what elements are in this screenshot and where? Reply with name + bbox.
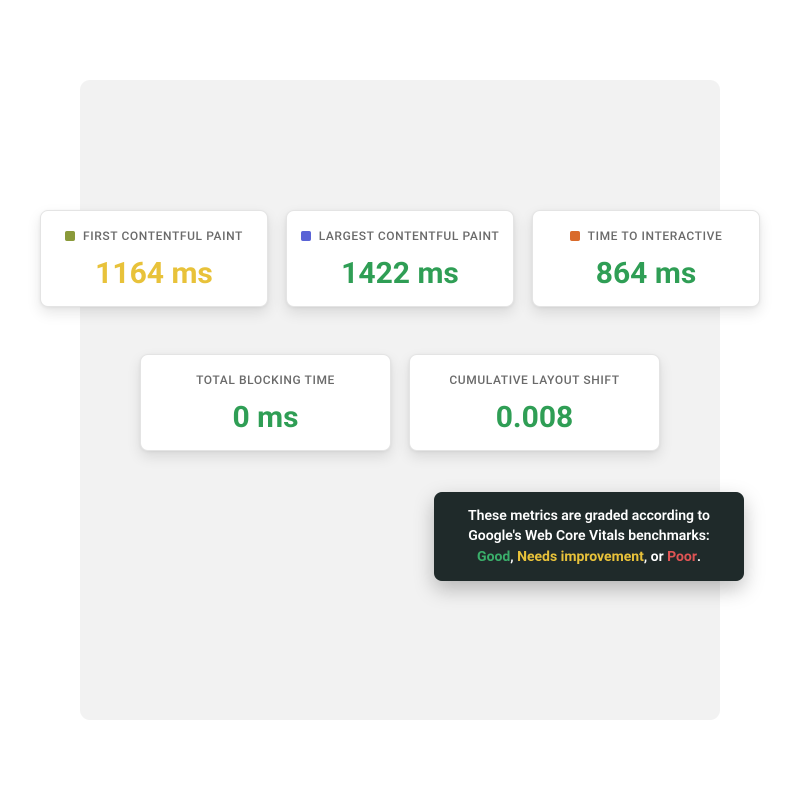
- metric-value: 864 ms: [547, 257, 745, 290]
- metric-label: FIRST CONTENTFUL PAINT: [83, 229, 243, 243]
- metric-header: TIME TO INTERACTIVE: [547, 229, 745, 243]
- metric-swatch-icon: [570, 231, 580, 241]
- tooltip-line: Google's Web Core Vitals benchmarks:: [468, 528, 710, 544]
- metric-card-lcp: LARGEST CONTENTFUL PAINT 1422 ms: [286, 210, 514, 307]
- metric-card-fcp: FIRST CONTENTFUL PAINT 1164 ms: [40, 210, 268, 307]
- legend-tooltip: These metrics are graded according to Go…: [434, 492, 744, 581]
- metric-header: TOTAL BLOCKING TIME: [155, 373, 376, 387]
- metrics-panel: FIRST CONTENTFUL PAINT 1164 ms LARGEST C…: [80, 80, 720, 720]
- metric-label: TOTAL BLOCKING TIME: [196, 373, 335, 387]
- canvas: FIRST CONTENTFUL PAINT 1164 ms LARGEST C…: [0, 0, 800, 800]
- metric-card-tti: TIME TO INTERACTIVE 864 ms: [532, 210, 760, 307]
- metric-value: 1422 ms: [301, 257, 499, 290]
- metric-header: LARGEST CONTENTFUL PAINT: [301, 229, 499, 243]
- tooltip-needs: Needs improvement: [517, 549, 644, 565]
- metric-card-cls: CUMULATIVE LAYOUT SHIFT 0.008: [409, 354, 660, 451]
- metric-header: FIRST CONTENTFUL PAINT: [55, 229, 253, 243]
- metric-label: TIME TO INTERACTIVE: [588, 229, 723, 243]
- metric-value: 0 ms: [155, 401, 376, 434]
- metrics-row-top: FIRST CONTENTFUL PAINT 1164 ms LARGEST C…: [40, 210, 760, 307]
- tooltip-line: These metrics are graded according to: [468, 508, 710, 524]
- tooltip-poor: Poor: [667, 549, 697, 565]
- metric-label: CUMULATIVE LAYOUT SHIFT: [449, 373, 619, 387]
- metric-card-tbt: TOTAL BLOCKING TIME 0 ms: [140, 354, 391, 451]
- metric-value: 0.008: [424, 401, 645, 434]
- metric-swatch-icon: [65, 231, 75, 241]
- metrics-row-bottom: TOTAL BLOCKING TIME 0 ms CUMULATIVE LAYO…: [140, 354, 660, 451]
- metric-header: CUMULATIVE LAYOUT SHIFT: [424, 373, 645, 387]
- metric-label: LARGEST CONTENTFUL PAINT: [319, 229, 500, 243]
- metric-value: 1164 ms: [55, 257, 253, 290]
- tooltip-good: Good: [477, 549, 510, 565]
- tooltip-period: .: [697, 549, 701, 565]
- metric-swatch-icon: [301, 231, 311, 241]
- tooltip-sep: , or: [644, 549, 667, 565]
